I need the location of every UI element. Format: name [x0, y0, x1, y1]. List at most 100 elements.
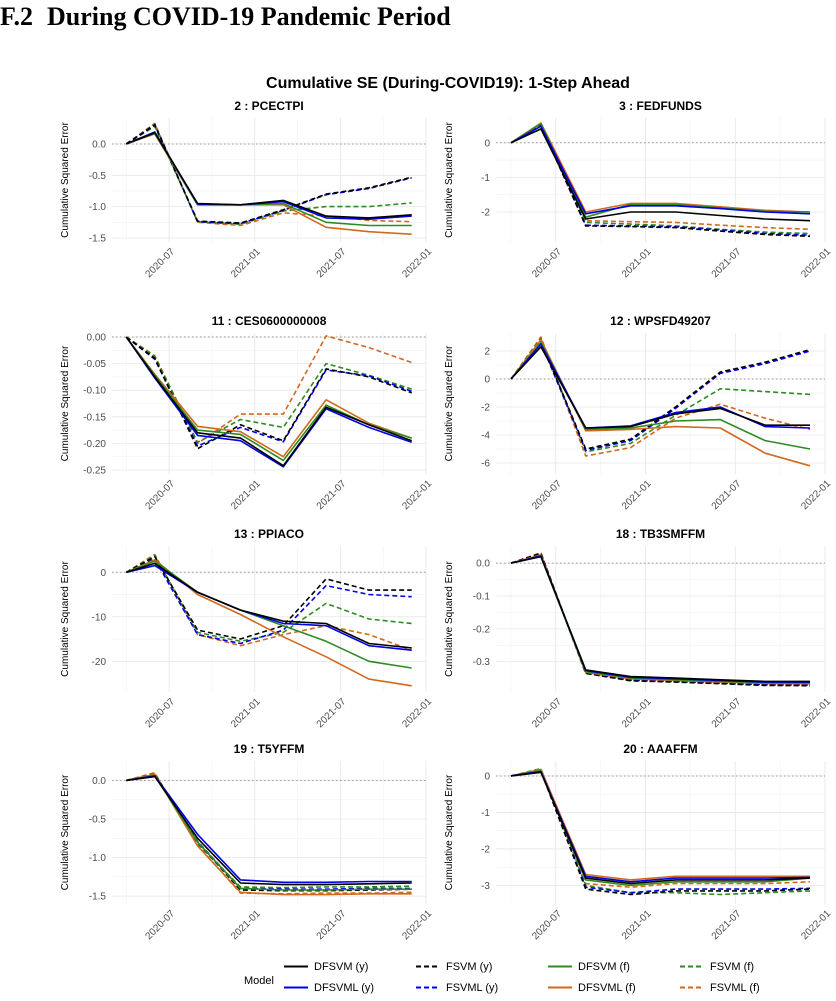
y-axis-label: Cumulative Squared Error: [444, 774, 455, 890]
y-tick-label: -0.1: [473, 592, 491, 603]
y-tick-label: -1.5: [89, 892, 107, 903]
chart-title: Cumulative SE (During-COVID19): 1-Step A…: [266, 75, 630, 92]
series-line-dfsvml-y: [510, 125, 811, 215]
panel-title: 18 : TB3SMFFM: [616, 527, 705, 541]
x-tick-label: 2021-07: [315, 696, 349, 730]
y-tick-label: -0.3: [473, 657, 491, 668]
y-tick-label: -3: [481, 881, 490, 892]
series-line-fsvm-f: [510, 337, 811, 453]
y-tick-label: -1.0: [89, 853, 107, 864]
panels: 2 : PCECTPI 0.0 -0.5 -1.0 -1.5 2020-07 2021-01…: [60, 99, 833, 942]
x-tick-label: 2021-07: [315, 908, 349, 942]
series-line-fsvm-f: [510, 123, 811, 235]
series-line-fsvm-f: [125, 336, 412, 444]
panel-1: 2 : PCECTPI 0.0 -0.5 -1.0 -1.5 2020-07 2021-01…: [60, 99, 434, 280]
y-tick-label: 0: [484, 771, 490, 782]
series-line-dfsvm-y: [126, 562, 412, 649]
legend-entry: FSVM (f): [710, 961, 754, 973]
x-tick-label: 2020-07: [143, 908, 177, 942]
panel-title: 2 : PCECTPI: [234, 99, 303, 113]
y-axis-label: Cumulative Squared Error: [444, 122, 455, 238]
minor-gridlines: [112, 761, 426, 904]
x-tick-label: 2021-07: [710, 696, 744, 730]
x-tick-label: 2022-01: [400, 478, 434, 512]
legend-entry: FSVML (y): [446, 982, 498, 994]
series-line-dfsvml-y: [510, 343, 811, 429]
x-tick-label: 2022-01: [400, 908, 434, 942]
series-line-dfsvm-y: [126, 131, 412, 219]
x-tick-label: 2021-07: [710, 908, 744, 942]
y-tick-label: -0.25: [83, 466, 106, 477]
panel-3: 11 : CES0600000008 0.00 -0.05 -0.10 -0.15 -0.…: [60, 314, 434, 512]
series-line-fsvm-y: [125, 336, 412, 450]
y-tick-label: -2: [481, 844, 490, 855]
y-tick-label: 0: [484, 375, 490, 386]
y-tick-label: -1: [481, 808, 490, 819]
y-tick-label: 0: [100, 568, 106, 579]
legend-entry: DFSVML (y): [314, 982, 374, 994]
x-tick-label: 2021-01: [229, 908, 263, 942]
series-line-fsvml-y: [125, 558, 412, 645]
y-tick-label: -0.5: [89, 815, 107, 826]
y-axis-label: Cumulative Squared Error: [60, 122, 71, 238]
y-tick-label: 0: [484, 138, 490, 149]
x-tick-label: 2020-07: [530, 478, 564, 512]
x-tick-label: 2021-07: [710, 246, 744, 280]
section-number: F.2: [0, 2, 33, 31]
series-line-fsvm-y: [510, 124, 811, 238]
series-line-dfsvm-y: [510, 345, 810, 429]
y-tick-label: -20: [92, 657, 107, 668]
minor-gridlines: [112, 333, 426, 474]
x-tick-label: 2021-01: [229, 478, 263, 512]
panel-title: 19 : T5YFFM: [234, 742, 305, 756]
panel-title: 12 : WPSFD49207: [610, 314, 711, 328]
x-tick-label: 2020-07: [530, 246, 564, 280]
x-tick-label: 2020-07: [143, 696, 177, 730]
x-tick-label: 2020-07: [530, 908, 564, 942]
y-tick-label: 0.00: [87, 333, 107, 344]
major-gridlines: [496, 333, 826, 474]
y-axis-label: Cumulative Squared Error: [60, 561, 71, 677]
legend-entry: DFSVM (f): [578, 961, 630, 973]
series-line-dfsvml-y: [126, 564, 412, 651]
y-tick-label: -2: [481, 403, 490, 414]
minor-gridlines: [496, 118, 825, 242]
series-line-dfsvm-y: [510, 128, 811, 222]
y-tick-label: -0.2: [473, 624, 491, 635]
x-tick-label: 2022-01: [799, 246, 833, 280]
series-line-dfsvml-f: [510, 338, 811, 467]
panel-7: 19 : T5YFFM 0.0 -0.5 -1.0 -1.5 2020-07 2021-01…: [60, 742, 434, 942]
legend-entry: DFSVML (f): [578, 982, 636, 994]
x-tick-label: 2020-07: [143, 246, 177, 280]
panel-2: 3 : FEDFUNDS 0 -1 -2 2020-07 2021-01 2021-07 20…: [444, 99, 833, 280]
x-tick-label: 2021-01: [229, 696, 263, 730]
x-tick-label: 2021-01: [620, 908, 654, 942]
series-line-dfsvm-y: [125, 336, 412, 467]
minor-gridlines: [112, 546, 426, 692]
x-tick-label: 2020-07: [530, 696, 564, 730]
legend-entry: DFSVM (y): [314, 961, 368, 973]
x-tick-label: 2022-01: [400, 246, 434, 280]
x-tick-label: 2021-01: [620, 696, 654, 730]
series-line-dfsvml-y: [125, 336, 412, 468]
series-line-dfsvml-f: [125, 336, 412, 458]
y-tick-label: -4: [481, 431, 490, 442]
y-tick-label: 0.0: [476, 559, 490, 570]
series-line-dfsvm-f: [126, 560, 412, 669]
legend: Model DFSVM (y) DFSVML (y) FSVM (y) FSVML (y…: [244, 961, 760, 994]
panel-title: 20 : AAAFFM: [623, 742, 697, 756]
legend-title: Model: [244, 975, 274, 987]
legend-entry: FSVML (f): [710, 982, 760, 994]
y-tick-label: -10: [92, 612, 107, 623]
y-axis-label: Cumulative Squared Error: [444, 561, 455, 677]
y-tick-label: -0.10: [83, 386, 106, 397]
series-line-dfsvm-y: [510, 771, 811, 885]
y-tick-label: -1.0: [89, 202, 107, 213]
y-axis-label: Cumulative Squared Error: [60, 345, 71, 461]
y-tick-label: -0.20: [83, 439, 106, 450]
x-tick-label: 2022-01: [400, 696, 434, 730]
y-tick-label: -0.15: [83, 412, 106, 423]
x-tick-label: 2022-01: [799, 908, 833, 942]
section-title: During COVID-19 Pandemic Period: [47, 2, 451, 31]
x-tick-label: 2020-07: [143, 478, 177, 512]
